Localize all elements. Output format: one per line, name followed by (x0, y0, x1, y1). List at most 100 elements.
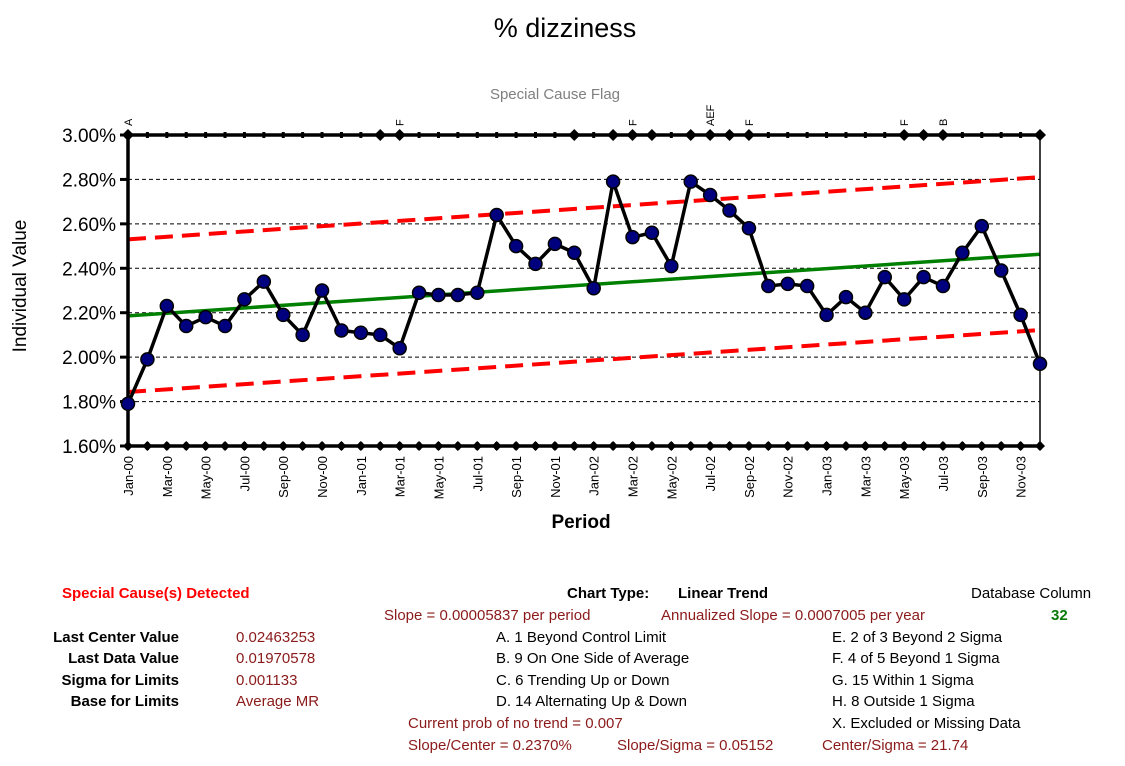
baseline-marker (258, 441, 269, 451)
stat-value: 0.02463253 (236, 629, 316, 646)
y-tick-label: 2.20% (62, 304, 116, 325)
baseline-marker (297, 441, 308, 451)
x-tick-label: May-02 (664, 456, 679, 499)
prob-no-trend: Current prob of no trend = 0.007 (408, 715, 623, 732)
baseline-marker (957, 441, 968, 451)
data-point (916, 269, 931, 285)
data-series (120, 174, 1048, 412)
baseline-marker (840, 441, 851, 451)
baseline-marker (646, 441, 657, 451)
data-point (722, 203, 737, 218)
x-tick-label: Nov-01 (548, 456, 563, 498)
data-point (373, 327, 388, 343)
baseline-marker (802, 441, 813, 451)
stat-value: Average MR (236, 693, 320, 710)
x-tick-label: Jan-00 (121, 456, 136, 496)
flag-label: F (395, 119, 407, 126)
data-point (877, 269, 893, 285)
x-tick-label: Mar-00 (160, 456, 175, 497)
data-point (625, 229, 640, 245)
baseline-marker (491, 441, 502, 451)
baseline-marker (433, 441, 444, 451)
x-tick-label: Mar-03 (858, 456, 873, 497)
data-point (896, 292, 912, 307)
baseline-marker (472, 441, 483, 451)
baseline-marker (511, 441, 522, 451)
plot-frame (123, 132, 1045, 451)
baseline-marker (899, 441, 910, 451)
baseline-marker (530, 441, 541, 451)
x-tick-label: Jul-03 (936, 456, 951, 491)
trend-lines (127, 175, 1041, 395)
database-column-value: 32 (1051, 607, 1068, 624)
stat-label: Sigma for Limits (61, 672, 179, 689)
x-axis-label: Period (551, 512, 610, 533)
stat-label: Last Data Value (68, 650, 179, 667)
data-point (508, 238, 524, 254)
x-tick-label: Sep-01 (509, 456, 524, 498)
data-point (935, 278, 951, 294)
y-tick-label: 2.00% (62, 348, 116, 369)
data-point (140, 352, 155, 367)
data-point (644, 225, 660, 240)
x-tick-label: Jul-02 (703, 456, 718, 491)
chart-title: % dizziness (494, 13, 637, 43)
gridlines (128, 178, 1040, 403)
baseline-marker (588, 441, 599, 451)
baseline-marker (705, 441, 716, 451)
chart-type-label: Chart Type: (567, 585, 650, 602)
data-point (838, 289, 854, 305)
x-tick-label: Jan-02 (587, 456, 602, 496)
data-point (159, 298, 175, 314)
data-point (702, 187, 718, 203)
baseline-marker (996, 441, 1007, 451)
data-point (237, 292, 252, 307)
data-point (567, 245, 582, 260)
data-point (1013, 307, 1028, 323)
y-tick-label: 2.80% (62, 170, 116, 191)
baseline-marker (278, 441, 289, 451)
baseline-marker (918, 441, 929, 451)
data-point (334, 323, 349, 338)
y-tick-label: 2.40% (62, 259, 116, 280)
x-tick-label: Jan-01 (354, 456, 369, 496)
data-point (683, 174, 698, 189)
stat-value: 0.01970578 (236, 650, 316, 667)
data-point (275, 307, 291, 323)
data-point (353, 325, 369, 340)
x-tick-label: Sep-00 (276, 456, 291, 498)
baseline-marker (937, 441, 948, 451)
baseline-marker (355, 441, 366, 451)
rule-item: X. Excluded or Missing Data (832, 715, 1021, 732)
y-axis-label: Individual Value (10, 220, 31, 353)
stat-value: 0.001133 (236, 672, 298, 689)
baseline-marker (763, 441, 774, 451)
baseline-marker (414, 441, 425, 451)
data-point (993, 263, 1009, 278)
baseline-marker (336, 441, 347, 451)
control-limit-line (127, 328, 1041, 395)
x-tick-label: Jul-01 (470, 456, 485, 491)
data-point (392, 341, 407, 356)
x-tick-label: Sep-03 (975, 456, 990, 498)
slope-center: Slope/Center = 0.2370% (408, 737, 572, 754)
data-point (489, 207, 504, 223)
rule-item: C. 6 Trending Up or Down (496, 672, 670, 689)
x-axis-ticks: Jan-00 Mar-00 May-00 Jul-00 Sep-00 Nov-00 Jan-… (121, 456, 1029, 499)
rule-item: D. 14 Alternating Up & Down (496, 693, 687, 710)
y-tick-label: 1.60% (62, 437, 116, 458)
baseline-marker (375, 441, 386, 451)
slope-sigma: Slope/Sigma = 0.05152 (617, 737, 774, 754)
database-column-label: Database Column (971, 585, 1092, 602)
baseline-marker (1035, 441, 1045, 451)
baseline-marker (743, 441, 754, 451)
baseline-marker (549, 441, 560, 451)
data-point (761, 278, 776, 294)
x-tick-label: May-00 (199, 456, 214, 499)
y-tick-label: 3.00% (62, 126, 116, 147)
data-point (256, 274, 272, 289)
center-trend-line (127, 252, 1041, 318)
baseline-marker (879, 441, 890, 451)
baseline-marker (1015, 441, 1026, 451)
control-limit-line (127, 175, 1041, 242)
